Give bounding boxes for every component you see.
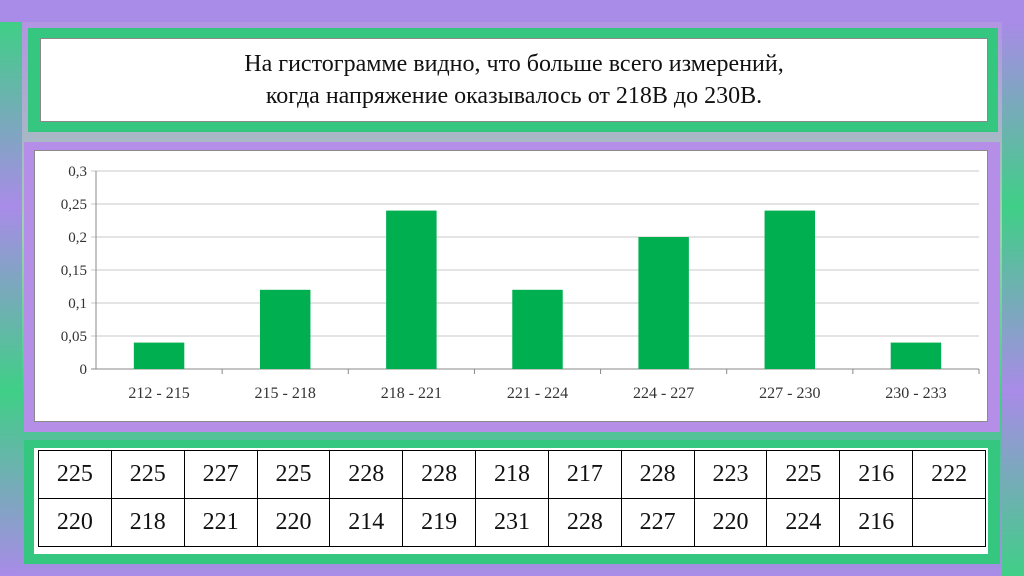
table-cell: 220 <box>38 498 112 547</box>
table-cell: 231 <box>475 498 549 547</box>
table-cell: 227 <box>620 498 695 547</box>
table-cell: 220 <box>693 498 768 547</box>
table-cell: 228 <box>620 450 695 499</box>
y-tick-label: 0,15 <box>61 263 87 279</box>
decor-stripe-left <box>0 22 22 576</box>
table-row: 220 218 221 220 214 219 231 228 227 220 224 216 <box>38 498 986 547</box>
y-tick-label: 0 <box>80 362 88 378</box>
x-tick-label: 215 - 218 <box>255 385 316 402</box>
title-box: На гистограмме видно, что больше всего и… <box>40 38 988 122</box>
bar <box>386 210 437 369</box>
bar <box>638 237 689 369</box>
table-cell: 217 <box>547 450 622 499</box>
table-cell: 219 <box>402 498 477 547</box>
histogram-chart: 0 0,05 0,1 0,15 0,2 0,25 0,3 212 - 215 215 - 218… <box>61 164 980 402</box>
table-cell: 225 <box>766 450 841 499</box>
y-tick-label: 0,1 <box>68 296 87 312</box>
table-cell: 228 <box>547 498 622 547</box>
y-tick-label: 0,3 <box>68 164 87 180</box>
table-cell: 227 <box>183 450 258 499</box>
bar <box>764 210 816 369</box>
table-cell: 218 <box>110 498 185 547</box>
table-cell: 225 <box>110 450 185 499</box>
table-cell: 221 <box>183 498 258 547</box>
y-tick-label: 0,2 <box>68 230 87 246</box>
bar <box>512 289 563 369</box>
table-cell: 220 <box>256 498 331 547</box>
table-cell: 228 <box>329 450 404 499</box>
decor-stripe-right <box>1002 22 1024 576</box>
decor-stripe-top <box>0 0 1024 22</box>
y-tick-label: 0,25 <box>61 197 87 213</box>
table-cell: 223 <box>693 450 768 499</box>
table-cell: 218 <box>475 450 549 499</box>
table-cell: 225 <box>256 450 331 499</box>
x-tick-label: 218 - 221 <box>381 385 442 402</box>
measurements-table: 225 225 227 225 228 228 218 217 228 223 225 216 222 2… <box>38 450 986 547</box>
table-cell: 225 <box>38 450 112 499</box>
bar <box>890 342 942 369</box>
title-line-2: когда напряжение оказывалось от 218В до … <box>265 83 763 109</box>
bar <box>259 289 311 369</box>
x-tick-label: 212 - 215 <box>128 385 189 402</box>
table-cell: 224 <box>766 498 841 547</box>
chart-box: 0 0,05 0,1 0,15 0,2 0,25 0,3 212 - 215 215 - 218… <box>34 150 988 422</box>
x-tick-label: 227 - 230 <box>759 385 820 402</box>
y-tick-label: 0,05 <box>61 329 87 345</box>
table-cell: 228 <box>402 450 477 499</box>
table-row: 225 225 227 225 228 228 218 217 228 223 225 216 222 <box>38 450 986 499</box>
x-tick-label: 230 - 233 <box>885 385 946 402</box>
table-cell: 216 <box>839 450 914 499</box>
x-tick-label: 221 - 224 <box>507 385 568 402</box>
table-cell <box>912 498 986 547</box>
title-line-1: На гистограмме видно, что больше всего и… <box>244 51 784 77</box>
table-cell: 222 <box>912 450 986 499</box>
table-cell: 214 <box>329 498 404 547</box>
table-cell: 216 <box>839 498 914 547</box>
x-tick-label: 224 - 227 <box>633 385 694 402</box>
bar <box>133 342 185 369</box>
